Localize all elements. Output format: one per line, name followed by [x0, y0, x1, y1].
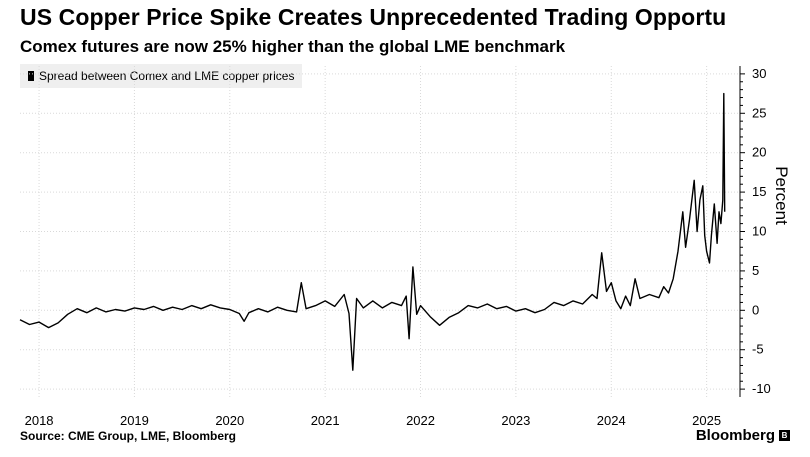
x-tick-label: 2021: [311, 413, 340, 428]
x-axis: 2018 2019 2020 2021 2022 2023 2024 2025: [25, 413, 721, 428]
y-tick-label: -5: [752, 342, 764, 357]
x-tick-label: 2025: [692, 413, 721, 428]
y-tick-label: -10: [752, 381, 771, 396]
chart-subtitle: Comex futures are now 25% higher than th…: [20, 37, 566, 56]
bloomberg-mark-icon: B: [779, 430, 790, 441]
y-axis-title: Percent: [772, 166, 791, 225]
y-tick-label: 0: [752, 302, 759, 317]
chart-title: US Copper Price Spike Creates Unpreceden…: [20, 4, 727, 30]
x-tick-label: 2023: [501, 413, 530, 428]
x-tick-label: 2019: [120, 413, 149, 428]
bloomberg-logo: Bloomberg B: [696, 427, 790, 444]
x-tick-label: 2022: [406, 413, 435, 428]
x-tick-label: 2024: [597, 413, 626, 428]
x-tick-label: 2018: [25, 413, 54, 428]
y-tick-label: 15: [752, 184, 766, 199]
y-axis: 30 25 20 15 10 5 0 -5 -10: [739, 66, 771, 397]
legend-swatch: [28, 71, 34, 81]
y-tick-label: 20: [752, 145, 766, 160]
source-note: Source: CME Group, LME, Bloomberg: [20, 429, 237, 443]
y-tick-label: 5: [752, 263, 759, 278]
legend: Spread between Comex and LME copper pric…: [20, 64, 303, 88]
gridlines: [20, 66, 740, 397]
brand-text: Bloomberg: [695, 427, 775, 444]
series-layer: [19, 92, 726, 371]
series-line-0: [19, 92, 726, 371]
y-tick-label: 10: [752, 224, 766, 239]
legend-label: Spread between Comex and LME copper pric…: [39, 69, 295, 83]
y-tick-label: 30: [752, 66, 766, 81]
y-tick-label: 25: [752, 105, 766, 120]
x-tick-label: 2020: [215, 413, 244, 428]
